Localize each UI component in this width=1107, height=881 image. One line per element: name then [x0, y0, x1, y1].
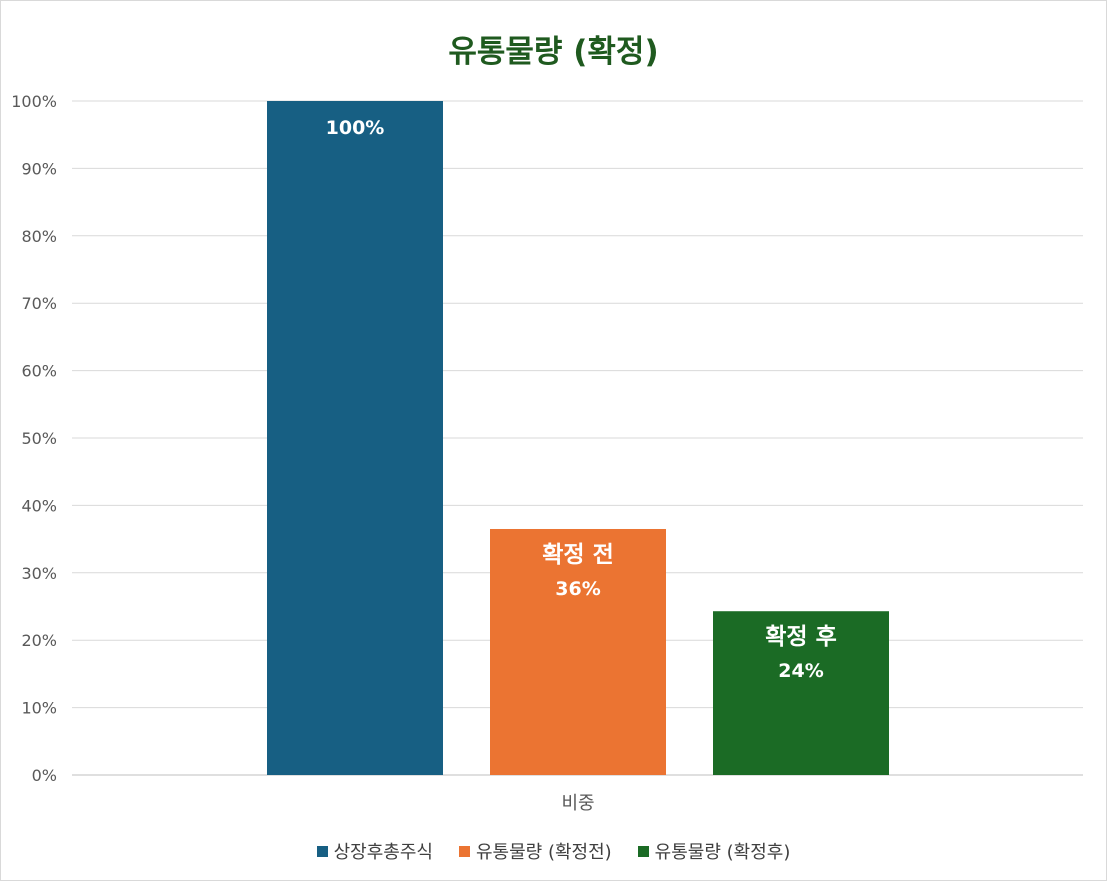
legend-label: 유통물량 (확정전) [475, 842, 612, 863]
legend-swatch [637, 845, 649, 857]
data-label: 확정 후 [765, 624, 837, 650]
y-tick-label: 70% [21, 294, 57, 313]
y-tick-label: 80% [21, 227, 57, 246]
bar [490, 528, 666, 775]
y-tick-label: 90% [21, 159, 57, 178]
y-tick-label: 40% [21, 496, 57, 515]
chart-title: 유통물량 (확정) [448, 34, 659, 70]
x-tick-label: 비중 [561, 793, 594, 814]
y-tick-label: 20% [21, 631, 57, 650]
chart-legend: 상장후총주식 유통물량 (확정전) 유통물량 (확정후) [0, 838, 1107, 864]
y-tick-label: 50% [21, 429, 57, 448]
data-label: 100% [326, 117, 385, 139]
bar [267, 101, 443, 775]
legend-item: 유통물량 (확정전) [458, 838, 612, 864]
legend-label: 유통물량 (확정후) [654, 842, 791, 863]
legend-swatch [458, 845, 470, 857]
data-label: 36% [555, 578, 600, 600]
legend-swatch [316, 845, 328, 857]
y-tick-label: 10% [21, 699, 57, 718]
bar [713, 611, 889, 775]
y-tick-label: 0% [32, 766, 57, 785]
y-tick-label: 60% [21, 362, 57, 381]
legend-label: 상장후총주식 [333, 842, 433, 863]
data-label: 확정 전 [542, 542, 614, 568]
legend-item: 유통물량 (확정후) [637, 838, 791, 864]
data-label: 24% [778, 660, 823, 682]
y-tick-label: 30% [21, 564, 57, 583]
legend-item: 상장후총주식 [316, 838, 433, 864]
y-tick-label: 100% [11, 92, 57, 111]
